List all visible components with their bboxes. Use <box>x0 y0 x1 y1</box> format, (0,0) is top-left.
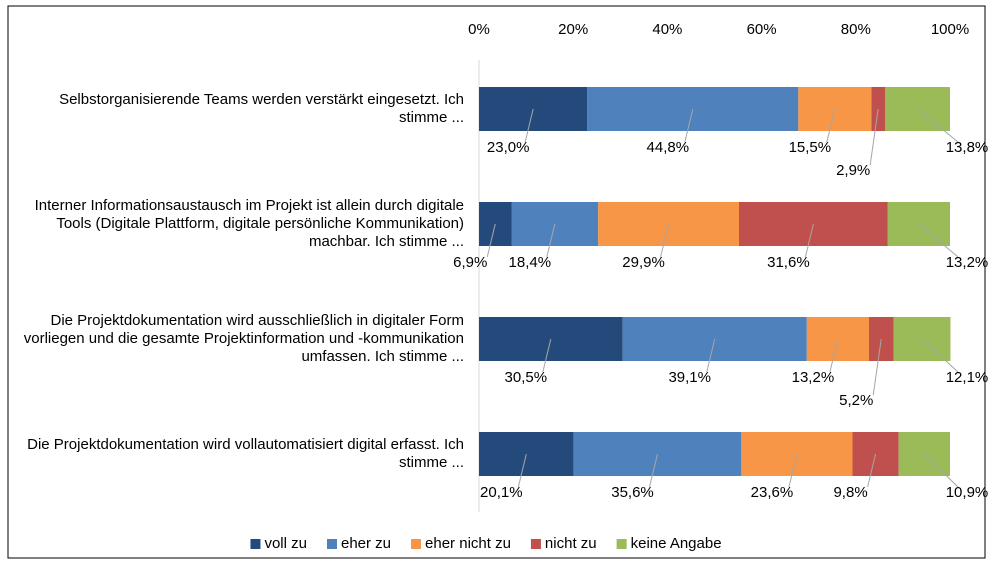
x-tick-label: 40% <box>652 21 682 38</box>
leader-line <box>826 108 836 143</box>
leader-line <box>923 453 959 488</box>
data-label: 23,0% <box>487 139 530 156</box>
legend-label: keine Angabe <box>631 535 722 552</box>
data-label: 44,8% <box>647 139 690 156</box>
data-label: 6,9% <box>453 254 487 271</box>
data-label: 39,1% <box>668 369 711 386</box>
bar-segment <box>738 202 888 246</box>
bar-segment <box>852 432 899 476</box>
category-label: Selbstorganisierende Teams werden verstä… <box>59 91 464 126</box>
data-label: 30,5% <box>505 369 548 386</box>
chart-border <box>7 5 986 559</box>
leader-line <box>684 108 694 143</box>
data-label: 2,9% <box>836 162 870 179</box>
x-tick-label: 100% <box>931 21 969 38</box>
x-tick-label: 20% <box>558 21 588 38</box>
data-label: 29,9% <box>622 254 665 271</box>
data-label: 9,8% <box>833 484 867 501</box>
leader-line <box>867 453 877 488</box>
legend-swatch <box>250 539 261 549</box>
x-tick-label: 0% <box>468 21 490 38</box>
category-label: Die Projektdokumentation wird vollautoma… <box>27 436 464 471</box>
data-label: 12,1% <box>946 369 989 386</box>
legend-swatch <box>326 539 337 549</box>
leader-line <box>918 223 959 258</box>
legend-label: voll zu <box>264 535 307 552</box>
data-label: 15,5% <box>789 139 832 156</box>
legend-swatch <box>411 539 422 549</box>
category-label: Interner Informationsaustausch im Projek… <box>34 197 464 250</box>
data-label: 10,9% <box>946 484 989 501</box>
leader-line <box>542 338 552 373</box>
bar-segment <box>893 317 951 361</box>
data-label: 13,2% <box>792 369 835 386</box>
legend-label: eher zu <box>341 535 391 552</box>
leader-line <box>921 338 959 373</box>
leader-line <box>649 453 658 488</box>
leader-line <box>517 453 527 488</box>
bar-segment <box>573 432 742 476</box>
category-label: Die Projektdokumentation wird ausschließ… <box>23 312 464 365</box>
leader-line <box>706 338 716 373</box>
leader-line <box>524 108 534 143</box>
data-label: 23,6% <box>751 484 794 501</box>
legend-swatch <box>616 539 627 549</box>
legend-label: nicht zu <box>545 535 597 552</box>
data-label: 13,8% <box>946 139 989 156</box>
bar-segment <box>622 317 807 361</box>
bar-segment <box>479 87 588 131</box>
data-label: 31,6% <box>767 254 810 271</box>
leader-line <box>804 223 814 258</box>
leader-line <box>872 338 882 396</box>
leader-line <box>917 108 959 143</box>
leader-line <box>546 223 556 258</box>
leader-line <box>869 108 879 166</box>
data-label: 18,4% <box>509 254 552 271</box>
x-tick-label: 80% <box>841 21 871 38</box>
leader-line <box>660 223 670 258</box>
leader-line <box>829 338 839 373</box>
legend-swatch <box>530 539 541 549</box>
data-label: 20,1% <box>480 484 523 501</box>
data-label: 5,2% <box>839 392 873 409</box>
leader-line <box>788 453 798 488</box>
legend-label: eher nicht zu <box>425 535 511 552</box>
data-label: 35,6% <box>611 484 654 501</box>
data-label: 13,2% <box>946 254 989 271</box>
x-tick-label: 60% <box>747 21 777 38</box>
leader-line <box>486 223 496 258</box>
